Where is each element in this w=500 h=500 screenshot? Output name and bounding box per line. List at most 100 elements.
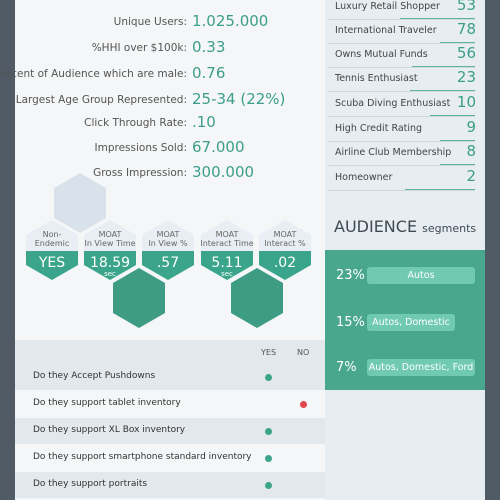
segment-pill: Autos, Domestic, Ford	[367, 359, 475, 376]
interest-value: 2	[466, 167, 476, 185]
table-header	[15, 340, 325, 364]
stat-value: 0.33	[192, 38, 226, 56]
stat-value: 25-34 (22%)	[192, 90, 286, 108]
interest-underline	[400, 18, 475, 19]
hex-value: .57	[157, 255, 179, 271]
stat-label: Unique Users:	[113, 16, 187, 28]
row-label: Do they support tablet inventory	[33, 398, 181, 408]
table-row: Do they support smartphone standard inve…	[15, 445, 325, 471]
interest-value: 23	[456, 68, 476, 86]
row-label: Do they support portraits	[33, 479, 148, 489]
hex-label: MOAT	[216, 230, 239, 239]
interest-value: 53	[456, 0, 476, 14]
hex-bottom	[259, 251, 311, 280]
title-main: AUDIENCE	[334, 217, 418, 236]
divider	[328, 43, 475, 44]
segment-pct: 7%	[336, 360, 357, 375]
interest-value: 78	[456, 20, 476, 38]
hex-label: In View %	[148, 239, 188, 248]
hex-label: Endemic	[35, 239, 70, 248]
dot-yes	[265, 482, 272, 489]
divider	[328, 91, 475, 92]
hex-value: 18.59	[90, 255, 130, 271]
hex-label: MOAT	[99, 230, 122, 239]
segment-pill: Autos, Domestic	[367, 314, 455, 331]
interest-label: Airline Club Membership	[335, 147, 452, 158]
row-label: Do they Accept Pushdowns	[33, 371, 156, 381]
stat-label: Percent of Audience which are male:	[0, 68, 187, 80]
interest-value: 8	[466, 142, 476, 160]
hex-bottom	[84, 251, 136, 280]
divider	[328, 165, 475, 166]
interest-underline	[430, 115, 475, 116]
col-no: NO	[297, 348, 310, 357]
hex-value: .02	[274, 255, 296, 271]
dot-yes	[265, 374, 272, 381]
interest-underline	[410, 90, 475, 91]
segment-pct: 15%	[336, 315, 365, 330]
hex-label: MOAT	[157, 230, 180, 239]
interest-label: International Traveler	[335, 25, 437, 36]
table-row: Do they support tablet inventory	[15, 391, 325, 417]
table-row: Do they support portraits	[15, 472, 325, 498]
hex-unit: sec	[104, 270, 116, 278]
interest-label: Scuba Diving Enthusiast	[335, 98, 451, 109]
hex-value: 5.11	[211, 255, 242, 271]
divider	[328, 116, 475, 117]
hex-unit: sec	[221, 270, 233, 278]
title-sub: segments	[422, 222, 477, 235]
hex-decor	[113, 268, 165, 328]
divider	[328, 190, 475, 191]
stat-label: Largest Age Group Represented:	[15, 94, 187, 106]
stat-value: 0.76	[192, 64, 226, 82]
stat-label: %HHI over $100k:	[91, 42, 187, 54]
divider	[328, 19, 475, 20]
row-label: Do they support smartphone standard inve…	[33, 452, 252, 462]
hex-value: YES	[38, 255, 65, 271]
interest-label: Tennis Enthusiast	[335, 73, 418, 84]
stat-value: .10	[192, 113, 216, 131]
divider	[328, 67, 475, 68]
dot-no	[300, 401, 307, 408]
segment-pill: Autos	[367, 267, 475, 284]
hex-label: Non-	[43, 230, 62, 239]
hex-bottom	[201, 251, 253, 280]
hex-decor	[54, 173, 106, 233]
stat-label: Gross Impression:	[93, 167, 187, 179]
interest-label: Owns Mutual Funds	[335, 49, 428, 60]
segments-title: AUDIENCE segments	[334, 217, 476, 236]
hex-decor	[231, 268, 283, 328]
interest-underline	[440, 140, 475, 141]
interest-underline	[412, 66, 475, 67]
hex-label: Interact Time	[200, 239, 253, 248]
interest-label: High Credit Rating	[335, 123, 423, 134]
interest-underline	[440, 164, 475, 165]
stat-value: 300.000	[192, 163, 255, 181]
table-row: Do they support XL Box inventory	[15, 418, 325, 444]
table-row: Do they Accept Pushdowns	[15, 364, 325, 390]
interest-underline	[440, 42, 475, 43]
interest-underline	[405, 189, 475, 190]
hex-label: In View Time	[84, 239, 135, 248]
stat-value: 67.000	[192, 138, 245, 156]
interest-label: Homeowner	[335, 172, 393, 183]
segment-pct: 23%	[336, 268, 365, 283]
dot-yes	[265, 455, 272, 462]
hex-bottom	[142, 251, 194, 280]
hex-label: MOAT	[274, 230, 297, 239]
stat-label: Click Through Rate:	[84, 117, 187, 129]
col-yes: YES	[261, 348, 277, 357]
stat-label: Impressions Sold:	[94, 142, 188, 154]
hex-bottom	[26, 251, 78, 280]
row-label: Do they support XL Box inventory	[33, 425, 186, 435]
interest-value: 10	[456, 93, 476, 111]
dot-yes	[265, 428, 272, 435]
interest-value: 56	[456, 44, 476, 62]
hex-label: Interact %	[264, 239, 306, 248]
stat-value: 1.025.000	[192, 12, 269, 30]
divider	[328, 141, 475, 142]
interest-value: 9	[466, 118, 476, 136]
interest-label: Luxury Retail Shopper	[335, 1, 440, 12]
